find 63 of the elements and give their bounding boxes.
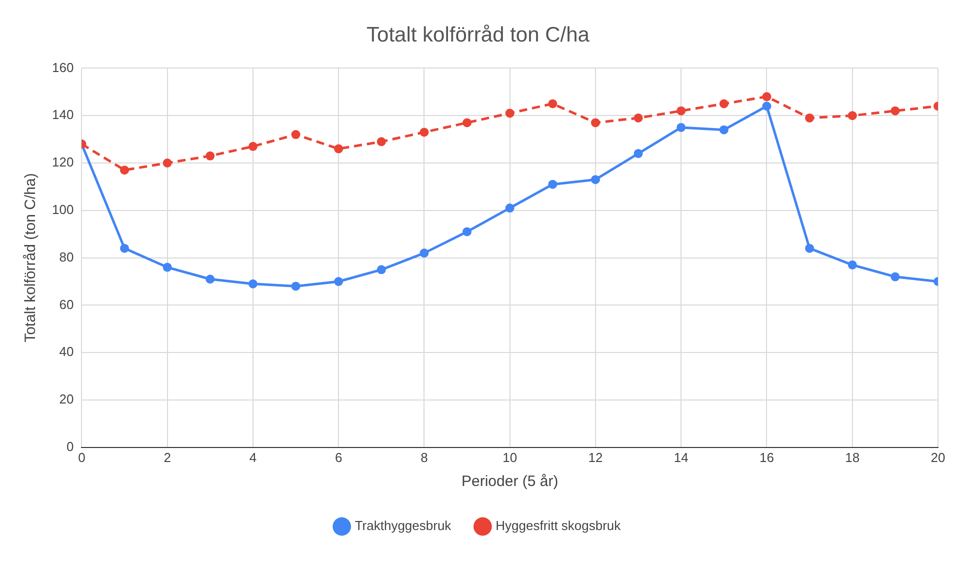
point xyxy=(719,99,728,108)
legend-label: Trakthyggesbruk xyxy=(354,518,452,534)
point xyxy=(848,260,857,270)
point xyxy=(462,118,472,128)
y-tick-label: 120 xyxy=(52,154,74,170)
point xyxy=(590,175,600,184)
point xyxy=(676,106,686,116)
y-tick-label: 0 xyxy=(66,438,74,454)
point xyxy=(248,279,258,288)
y-tick-label: 60 xyxy=(59,296,74,312)
point xyxy=(291,130,300,140)
x-tick-label: 6 xyxy=(334,450,342,465)
point xyxy=(420,248,429,258)
x-tick-label: 12 xyxy=(588,450,603,465)
point xyxy=(162,158,172,168)
point xyxy=(762,102,772,111)
point xyxy=(890,272,900,282)
x-tick-label: 16 xyxy=(760,450,774,465)
point xyxy=(376,137,386,146)
x-tick-label: 18 xyxy=(845,450,860,465)
x-tick-label: 0 xyxy=(78,450,86,465)
point xyxy=(206,274,215,284)
x-tick-label: 20 xyxy=(930,450,946,465)
point xyxy=(805,244,814,253)
point xyxy=(334,277,344,286)
y-tick-label: 40 xyxy=(59,344,74,360)
point xyxy=(890,106,900,116)
y-axis-title: Totalt kolförråd (ton C/ha) xyxy=(22,173,40,342)
point xyxy=(120,166,130,175)
y-tick-label: 160 xyxy=(52,60,74,75)
x-tick-label: 8 xyxy=(420,450,428,465)
point xyxy=(248,142,258,151)
point xyxy=(634,149,643,158)
x-tick-label: 4 xyxy=(249,450,257,465)
point xyxy=(162,262,172,272)
point xyxy=(848,111,857,120)
point xyxy=(505,108,514,118)
legend-label: Hyggesfritt skogsbruk xyxy=(496,518,622,534)
x-tick-label: 14 xyxy=(674,450,688,465)
chart-title: Totalt kolförråd ton C/ha xyxy=(366,23,590,46)
point xyxy=(590,118,600,128)
y-tick-label: 140 xyxy=(52,107,74,122)
y-tick-label: 100 xyxy=(52,202,74,217)
point xyxy=(805,113,814,122)
point xyxy=(762,92,772,102)
point xyxy=(548,180,558,189)
point xyxy=(548,99,558,108)
point xyxy=(334,144,344,154)
point xyxy=(634,113,643,122)
point xyxy=(206,151,215,160)
x-tick-label: 2 xyxy=(164,450,171,465)
point xyxy=(420,128,429,137)
point xyxy=(505,204,514,213)
point xyxy=(376,265,386,274)
point xyxy=(462,227,472,236)
y-tick-label: 20 xyxy=(59,392,74,407)
x-axis-title: Perioder (5 år) xyxy=(461,473,558,490)
point xyxy=(676,122,686,132)
y-tick-label: 80 xyxy=(59,249,74,264)
point xyxy=(120,244,130,253)
point xyxy=(719,125,728,134)
x-tick-label: 10 xyxy=(502,450,518,465)
point xyxy=(291,282,300,291)
